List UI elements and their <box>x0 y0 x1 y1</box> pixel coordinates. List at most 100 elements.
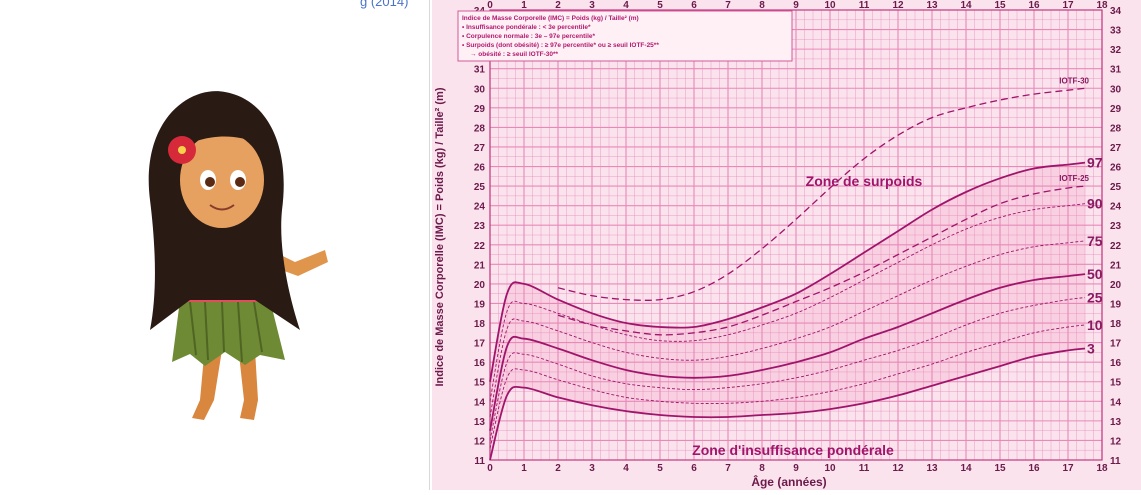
x-tick-bottom: 16 <box>1028 463 1040 474</box>
y-tick-right: 13 <box>1110 417 1122 428</box>
y-tick-right: 18 <box>1110 319 1122 330</box>
y-tick-left: 20 <box>474 280 486 291</box>
x-tick-bottom: 3 <box>589 463 595 474</box>
label-percentile-97: 97 <box>1087 155 1103 171</box>
curve-50 <box>489 273 1086 431</box>
x-tick-bottom: 14 <box>960 463 972 474</box>
curve-iotf-30 <box>557 87 1086 301</box>
x-tick-top: 16 <box>1028 0 1040 11</box>
x-tick-top: 3 <box>589 0 595 11</box>
source-link[interactable]: g (2014) <box>360 0 409 9</box>
y-tick-left: 18 <box>474 319 486 330</box>
y-tick-left: 31 <box>474 65 486 76</box>
curve-75 <box>489 240 1086 418</box>
y-tick-right: 12 <box>1110 436 1122 447</box>
y-tick-right: 32 <box>1110 45 1122 56</box>
x-tick-top: 15 <box>994 0 1006 11</box>
x-tick-bottom: 10 <box>824 463 836 474</box>
y-tick-left: 19 <box>474 299 486 310</box>
x-tick-top: 5 <box>657 0 663 11</box>
x-tick-bottom: 15 <box>994 463 1006 474</box>
chart-legend: Indice de Masse Corporelle (IMC) = Poids… <box>457 10 793 62</box>
x-tick-bottom: 18 <box>1096 463 1108 474</box>
plot-frame <box>489 9 1103 461</box>
legend-line-3: • Corpulence normale : 3e – 97e percenti… <box>462 33 596 40</box>
curve-3 <box>489 347 1086 461</box>
x-tick-top: 9 <box>793 0 799 11</box>
axis-ticks: 0011223344556677889910101111121213131414… <box>474 0 1122 474</box>
y-tick-left: 23 <box>474 221 486 232</box>
y-tick-left: 22 <box>474 241 486 252</box>
y-tick-left: 25 <box>474 182 486 193</box>
x-tick-bottom: 9 <box>793 463 799 474</box>
x-tick-bottom: 8 <box>759 463 765 474</box>
y-tick-right: 29 <box>1110 104 1122 115</box>
y-tick-left: 29 <box>474 104 486 115</box>
y-tick-left: 27 <box>474 143 486 154</box>
x-tick-top: 13 <box>926 0 938 11</box>
y-axis-label: Indice de Masse Corporelle (IMC) = Poids… <box>434 87 446 386</box>
label-percentile-75: 75 <box>1087 233 1103 249</box>
x-tick-top: 10 <box>824 0 836 11</box>
y-tick-right: 24 <box>1110 202 1122 213</box>
y-tick-left: 30 <box>474 84 486 95</box>
y-tick-left: 26 <box>474 163 486 174</box>
y-tick-right: 16 <box>1110 358 1122 369</box>
label-percentile-3: 3 <box>1087 340 1095 356</box>
x-tick-top: 8 <box>759 0 765 11</box>
legend-line-5: → obésité : ≥ seuil IOTF-30** <box>470 51 559 58</box>
y-tick-right: 31 <box>1110 65 1122 76</box>
x-tick-top: 0 <box>487 0 493 11</box>
label-iotf-30: IOTF-30 <box>1059 76 1089 85</box>
curve-25 <box>489 297 1086 441</box>
x-tick-top: 18 <box>1096 0 1108 11</box>
x-tick-bottom: 6 <box>691 463 697 474</box>
curve-90 <box>489 203 1086 402</box>
x-tick-bottom: 4 <box>623 463 629 474</box>
label-percentile-50: 50 <box>1087 266 1103 282</box>
x-tick-top: 14 <box>960 0 972 11</box>
legend-line-1: Indice de Masse Corporelle (IMC) = Poids… <box>462 15 639 22</box>
x-tick-top: 4 <box>623 0 629 11</box>
y-tick-right: 33 <box>1110 26 1122 37</box>
y-tick-left: 13 <box>474 417 486 428</box>
y-tick-right: 19 <box>1110 299 1122 310</box>
zone-insuffisance-label: Zone d'insuffisance pondérale <box>692 442 894 458</box>
hula-dancer-illustration <box>148 91 328 420</box>
y-tick-right: 11 <box>1110 456 1121 467</box>
x-tick-bottom: 1 <box>521 463 527 474</box>
y-tick-left: 24 <box>474 202 486 213</box>
y-tick-right: 20 <box>1110 280 1122 291</box>
y-tick-right: 34 <box>1110 6 1122 17</box>
x-tick-bottom: 12 <box>892 463 904 474</box>
x-tick-top: 7 <box>725 0 731 11</box>
y-tick-left: 11 <box>474 456 485 467</box>
x-tick-bottom: 2 <box>555 463 561 474</box>
y-tick-right: 25 <box>1110 182 1122 193</box>
curve-97 <box>489 161 1086 382</box>
x-tick-top: 11 <box>859 0 870 11</box>
y-tick-left: 12 <box>474 436 486 447</box>
zone-surpoids-label: Zone de surpoids <box>806 173 923 189</box>
curve-iotf-25 <box>557 185 1086 336</box>
y-tick-right: 27 <box>1110 143 1122 154</box>
y-tick-left: 16 <box>474 358 486 369</box>
x-tick-top: 2 <box>555 0 561 11</box>
y-tick-left: 14 <box>474 397 486 408</box>
y-tick-right: 17 <box>1110 339 1122 350</box>
legend-line-4: • Surpoids (dont obésité) : ≥ 97e percen… <box>462 42 659 49</box>
y-tick-left: 21 <box>474 260 486 271</box>
x-tick-top: 17 <box>1062 0 1074 11</box>
x-tick-bottom: 13 <box>926 463 938 474</box>
y-tick-right: 14 <box>1110 397 1122 408</box>
illustration-panel <box>0 0 430 490</box>
y-tick-right: 30 <box>1110 84 1122 95</box>
y-tick-left: 15 <box>474 378 486 389</box>
label-percentile-25: 25 <box>1087 290 1103 306</box>
x-tick-bottom: 0 <box>487 463 493 474</box>
x-tick-top: 12 <box>892 0 904 11</box>
label-percentile-10: 10 <box>1087 317 1103 333</box>
x-tick-bottom: 7 <box>725 463 731 474</box>
chart-grid <box>489 9 1103 461</box>
